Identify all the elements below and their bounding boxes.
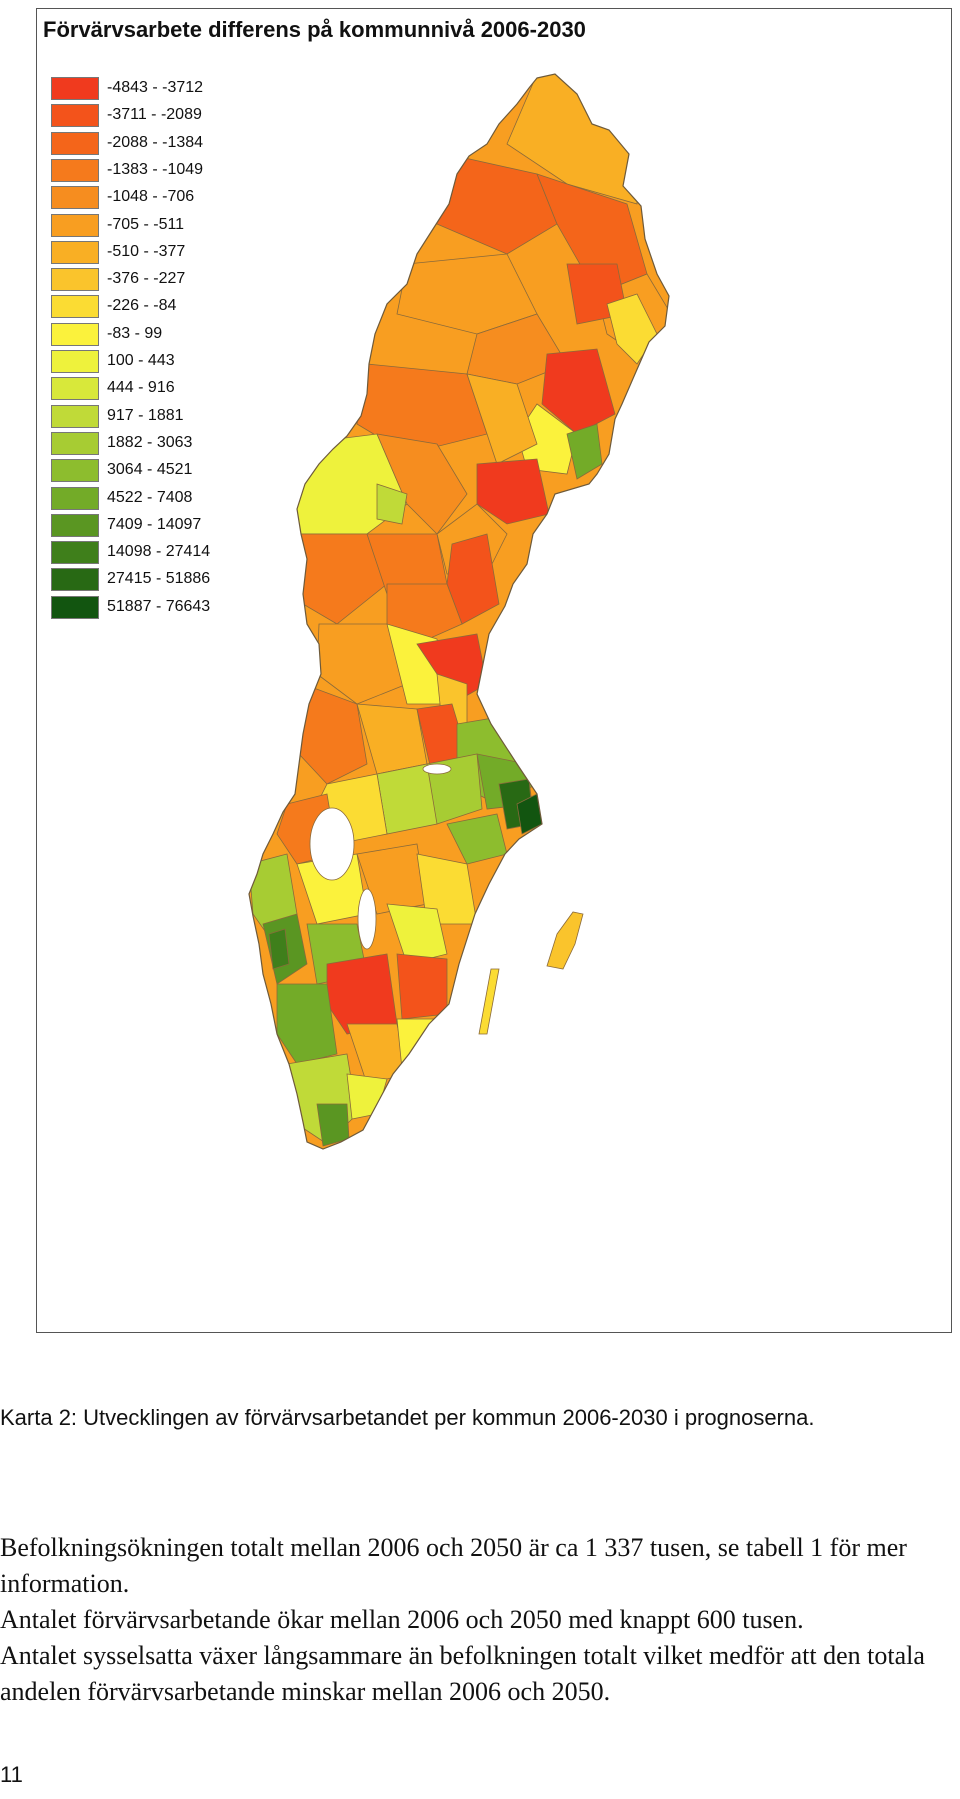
legend-swatch bbox=[51, 513, 99, 537]
legend-item: 1882 - 3063 bbox=[51, 431, 251, 458]
legend-label: -2088 - -1384 bbox=[107, 133, 204, 151]
legend-item: -510 - -377 bbox=[51, 240, 251, 267]
legend-label: 1882 - 3063 bbox=[107, 433, 193, 451]
map-caption: Karta 2: Utvecklingen av förvärvsarbetan… bbox=[0, 1405, 815, 1430]
legend-swatch bbox=[51, 295, 99, 319]
legend-label: -226 - -84 bbox=[107, 297, 177, 315]
legend-item: -1383 - -1049 bbox=[51, 158, 251, 185]
legend-swatch bbox=[51, 131, 99, 155]
legend-label: -1048 - -706 bbox=[107, 188, 195, 206]
legend-label: 51887 - 76643 bbox=[107, 597, 211, 615]
map-figure: Förvärvsarbete differens på kommunnivå 2… bbox=[36, 8, 952, 1333]
legend-swatch bbox=[51, 431, 99, 455]
legend-item: 917 - 1881 bbox=[51, 404, 251, 431]
legend-item: 51887 - 76643 bbox=[51, 595, 251, 622]
legend-label: -510 - -377 bbox=[107, 242, 186, 260]
legend-item: 27415 - 51886 bbox=[51, 568, 251, 594]
legend-label: 100 - 443 bbox=[107, 352, 175, 369]
legend-item: 3064 - 4521 bbox=[51, 459, 251, 485]
legend-item: 100 - 443 bbox=[51, 350, 251, 376]
legend-swatch bbox=[51, 186, 99, 210]
legend-swatch bbox=[51, 240, 99, 264]
body-text: Befolkningsökningen totalt mellan 2006 o… bbox=[0, 1530, 958, 1710]
legend-label: 4522 - 7408 bbox=[107, 488, 193, 506]
legend-item: 14098 - 27414 bbox=[51, 541, 251, 567]
legend-swatch bbox=[51, 213, 99, 237]
paragraph: Antalet sysselsatta växer långsammare än… bbox=[0, 1641, 925, 1706]
map-title: Förvärvsarbete differens på kommunnivå 2… bbox=[43, 17, 586, 42]
legend-label: 27415 - 51886 bbox=[107, 570, 211, 588]
legend-item: -3711 - -2089 bbox=[51, 104, 251, 130]
legend-label: 7409 - 14097 bbox=[107, 515, 202, 533]
legend-item: -376 - -227 bbox=[51, 268, 251, 294]
legend-label: 444 - 916 bbox=[107, 379, 175, 397]
legend-swatch bbox=[51, 377, 99, 401]
paragraph: Befolkningsökningen totalt mellan 2006 o… bbox=[0, 1533, 907, 1598]
paragraph: Antalet förvärvsarbetande ökar mellan 20… bbox=[0, 1605, 804, 1634]
legend-label: -83 - 99 bbox=[107, 324, 163, 342]
legend-label: -705 - -511 bbox=[107, 215, 185, 233]
legend-label: -3711 - -2089 bbox=[107, 106, 202, 124]
legend-item: -226 - -84 bbox=[51, 295, 251, 321]
legend-swatch bbox=[51, 459, 99, 483]
legend-item: -2088 - -1384 bbox=[51, 131, 251, 158]
legend-swatch bbox=[51, 541, 99, 565]
legend-swatch bbox=[51, 158, 99, 182]
page-number: 11 bbox=[0, 1762, 23, 1787]
legend-swatch bbox=[51, 568, 99, 592]
legend-label: 917 - 1881 bbox=[107, 406, 184, 424]
sweden-choropleth-map bbox=[248, 73, 670, 1150]
legend-swatch bbox=[51, 486, 99, 510]
legend-label: -1383 - -1049 bbox=[107, 160, 204, 178]
legend-swatch bbox=[51, 404, 99, 428]
legend-swatch bbox=[51, 104, 99, 128]
legend-swatch bbox=[51, 595, 99, 619]
legend-label: -4843 - -3712 bbox=[107, 79, 204, 96]
legend-item: 4522 - 7408 bbox=[51, 486, 251, 513]
legend-swatch bbox=[51, 268, 99, 292]
legend-item: 444 - 916 bbox=[51, 377, 251, 403]
legend-swatch bbox=[51, 322, 99, 346]
legend-item: -83 - 99 bbox=[51, 322, 251, 349]
legend-label: 14098 - 27414 bbox=[107, 543, 211, 561]
legend-label: 3064 - 4521 bbox=[107, 461, 193, 479]
legend-label: -376 - -227 bbox=[107, 270, 186, 288]
legend-swatch bbox=[51, 350, 99, 373]
legend-swatch bbox=[51, 77, 99, 100]
legend-item: -4843 - -3712 bbox=[51, 77, 251, 103]
legend-item: 7409 - 14097 bbox=[51, 513, 251, 540]
legend-item: -705 - -511 bbox=[51, 213, 251, 240]
legend-item: -1048 - -706 bbox=[51, 186, 251, 212]
